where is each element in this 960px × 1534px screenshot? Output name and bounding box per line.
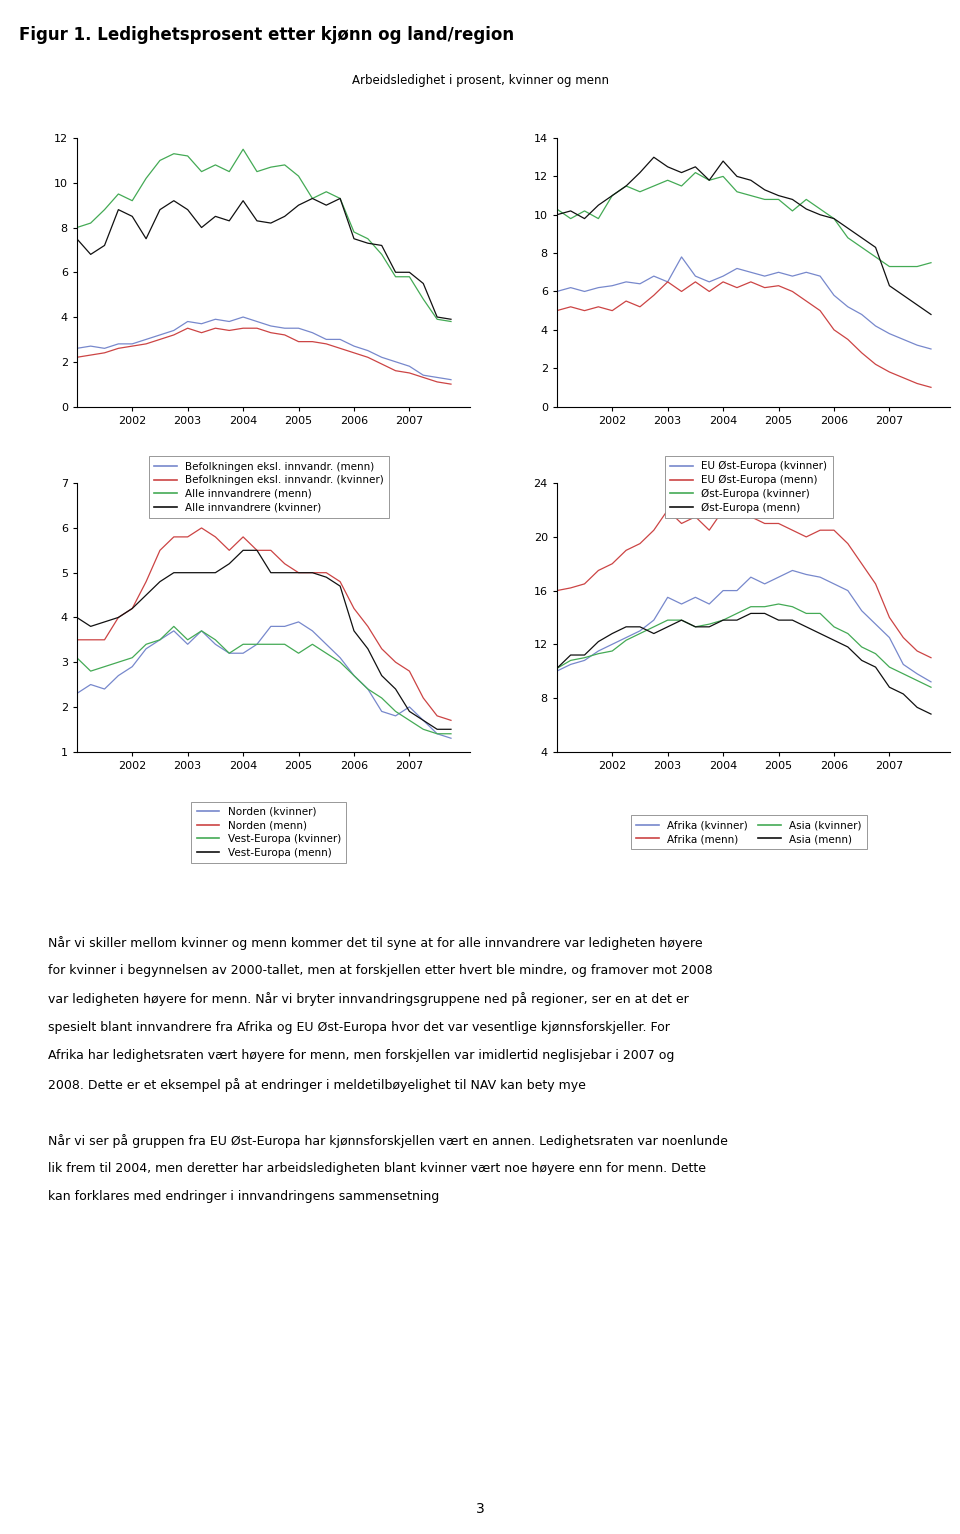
Text: for kvinner i begynnelsen av 2000-tallet, men at forskjellen etter hvert ble min: for kvinner i begynnelsen av 2000-tallet… <box>48 965 712 977</box>
Text: Når vi ser på gruppen fra EU Øst-Europa har kjønnsforskjellen vært en annen. Led: Når vi ser på gruppen fra EU Øst-Europa … <box>48 1134 728 1147</box>
Legend: Afrika (kvinner), Afrika (menn), Asia (kvinner), Asia (menn): Afrika (kvinner), Afrika (menn), Asia (k… <box>631 815 867 850</box>
Text: kan forklares med endringer i innvandringens sammensetning: kan forklares med endringer i innvandrin… <box>48 1190 440 1203</box>
Text: Figur 1. Ledighetsprosent etter kjønn og land/region: Figur 1. Ledighetsprosent etter kjønn og… <box>19 26 515 44</box>
Legend: EU Øst-Europa (kvinner), EU Øst-Europa (menn), Øst-Europa (kvinner), Øst-Europa : EU Øst-Europa (kvinner), EU Øst-Europa (… <box>665 456 832 518</box>
Text: 3: 3 <box>475 1502 485 1516</box>
Text: Arbeidsledighet i prosent, kvinner og menn: Arbeidsledighet i prosent, kvinner og me… <box>351 74 609 86</box>
Text: Når vi skiller mellom kvinner og menn kommer det til syne at for alle innvandrer: Når vi skiller mellom kvinner og menn ko… <box>48 936 703 950</box>
Text: Afrika har ledighetsraten vært høyere for menn, men forskjellen var imidlertid n: Afrika har ledighetsraten vært høyere fo… <box>48 1049 674 1062</box>
Text: var ledigheten høyere for menn. Når vi bryter innvandringsgruppene ned på region: var ledigheten høyere for menn. Når vi b… <box>48 992 688 1006</box>
Text: lik frem til 2004, men deretter har arbeidsledigheten blant kvinner vært noe høy: lik frem til 2004, men deretter har arbe… <box>48 1163 706 1175</box>
Text: spesielt blant innvandrere fra Afrika og EU Øst-Europa hvor det var vesentlige k: spesielt blant innvandrere fra Afrika og… <box>48 1022 670 1034</box>
Legend: Norden (kvinner), Norden (menn), Vest-Europa (kvinner), Vest-Europa (menn): Norden (kvinner), Norden (menn), Vest-Eu… <box>191 802 347 862</box>
Legend: Befolkningen eksl. innvandr. (menn), Befolkningen eksl. innvandr. (kvinner), All: Befolkningen eksl. innvandr. (menn), Bef… <box>149 457 389 517</box>
Text: 2008. Dette er et eksempel på at endringer i meldetilbøyelighet til NAV kan bety: 2008. Dette er et eksempel på at endring… <box>48 1077 586 1092</box>
